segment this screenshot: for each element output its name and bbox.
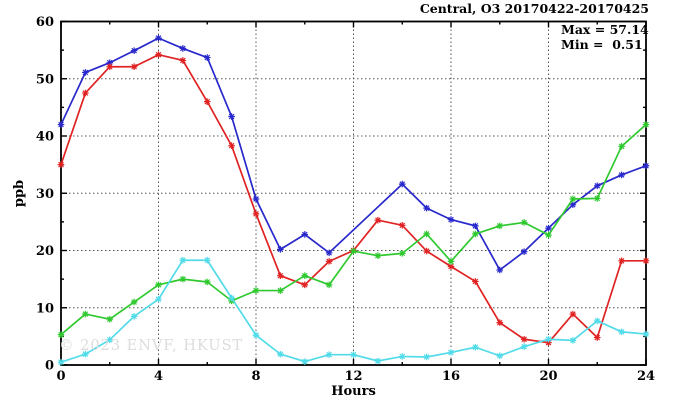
y-tick-label: 30 — [36, 187, 54, 202]
x-tick-label: 0 — [56, 369, 65, 384]
y-tick-label: 10 — [36, 301, 54, 316]
series-cyan-markers — [57, 256, 650, 366]
y-tick-label: 0 — [45, 359, 54, 374]
y-tick-label: 50 — [36, 72, 54, 87]
chart-title: Central, O3 20170422-20170425 — [419, 1, 649, 16]
y-tick-label: 40 — [36, 130, 54, 145]
x-axis-label: Hours — [331, 384, 376, 399]
x-tick-label: 4 — [154, 369, 163, 384]
x-tick-label: 20 — [539, 369, 557, 384]
stat-max: Max = 57.14 — [561, 22, 649, 37]
stat-min: Min = 0.51 — [561, 37, 643, 52]
x-tick-label: 16 — [442, 369, 460, 384]
series-green-markers — [57, 121, 650, 338]
watermark: © 2023 ENVF, HKUST — [59, 338, 244, 354]
x-tick-label: 24 — [637, 369, 655, 384]
y-tick-label: 60 — [36, 15, 54, 30]
y-axis-label: ppb — [12, 179, 28, 208]
y-tick-label: 20 — [36, 244, 54, 259]
x-tick-label: 12 — [344, 369, 362, 384]
stats-box: Max = 57.14 Min = 0.51 — [561, 22, 649, 52]
x-tick-label: 8 — [251, 369, 260, 384]
series-blue-markers — [57, 34, 650, 274]
series-red-markers — [57, 51, 650, 346]
